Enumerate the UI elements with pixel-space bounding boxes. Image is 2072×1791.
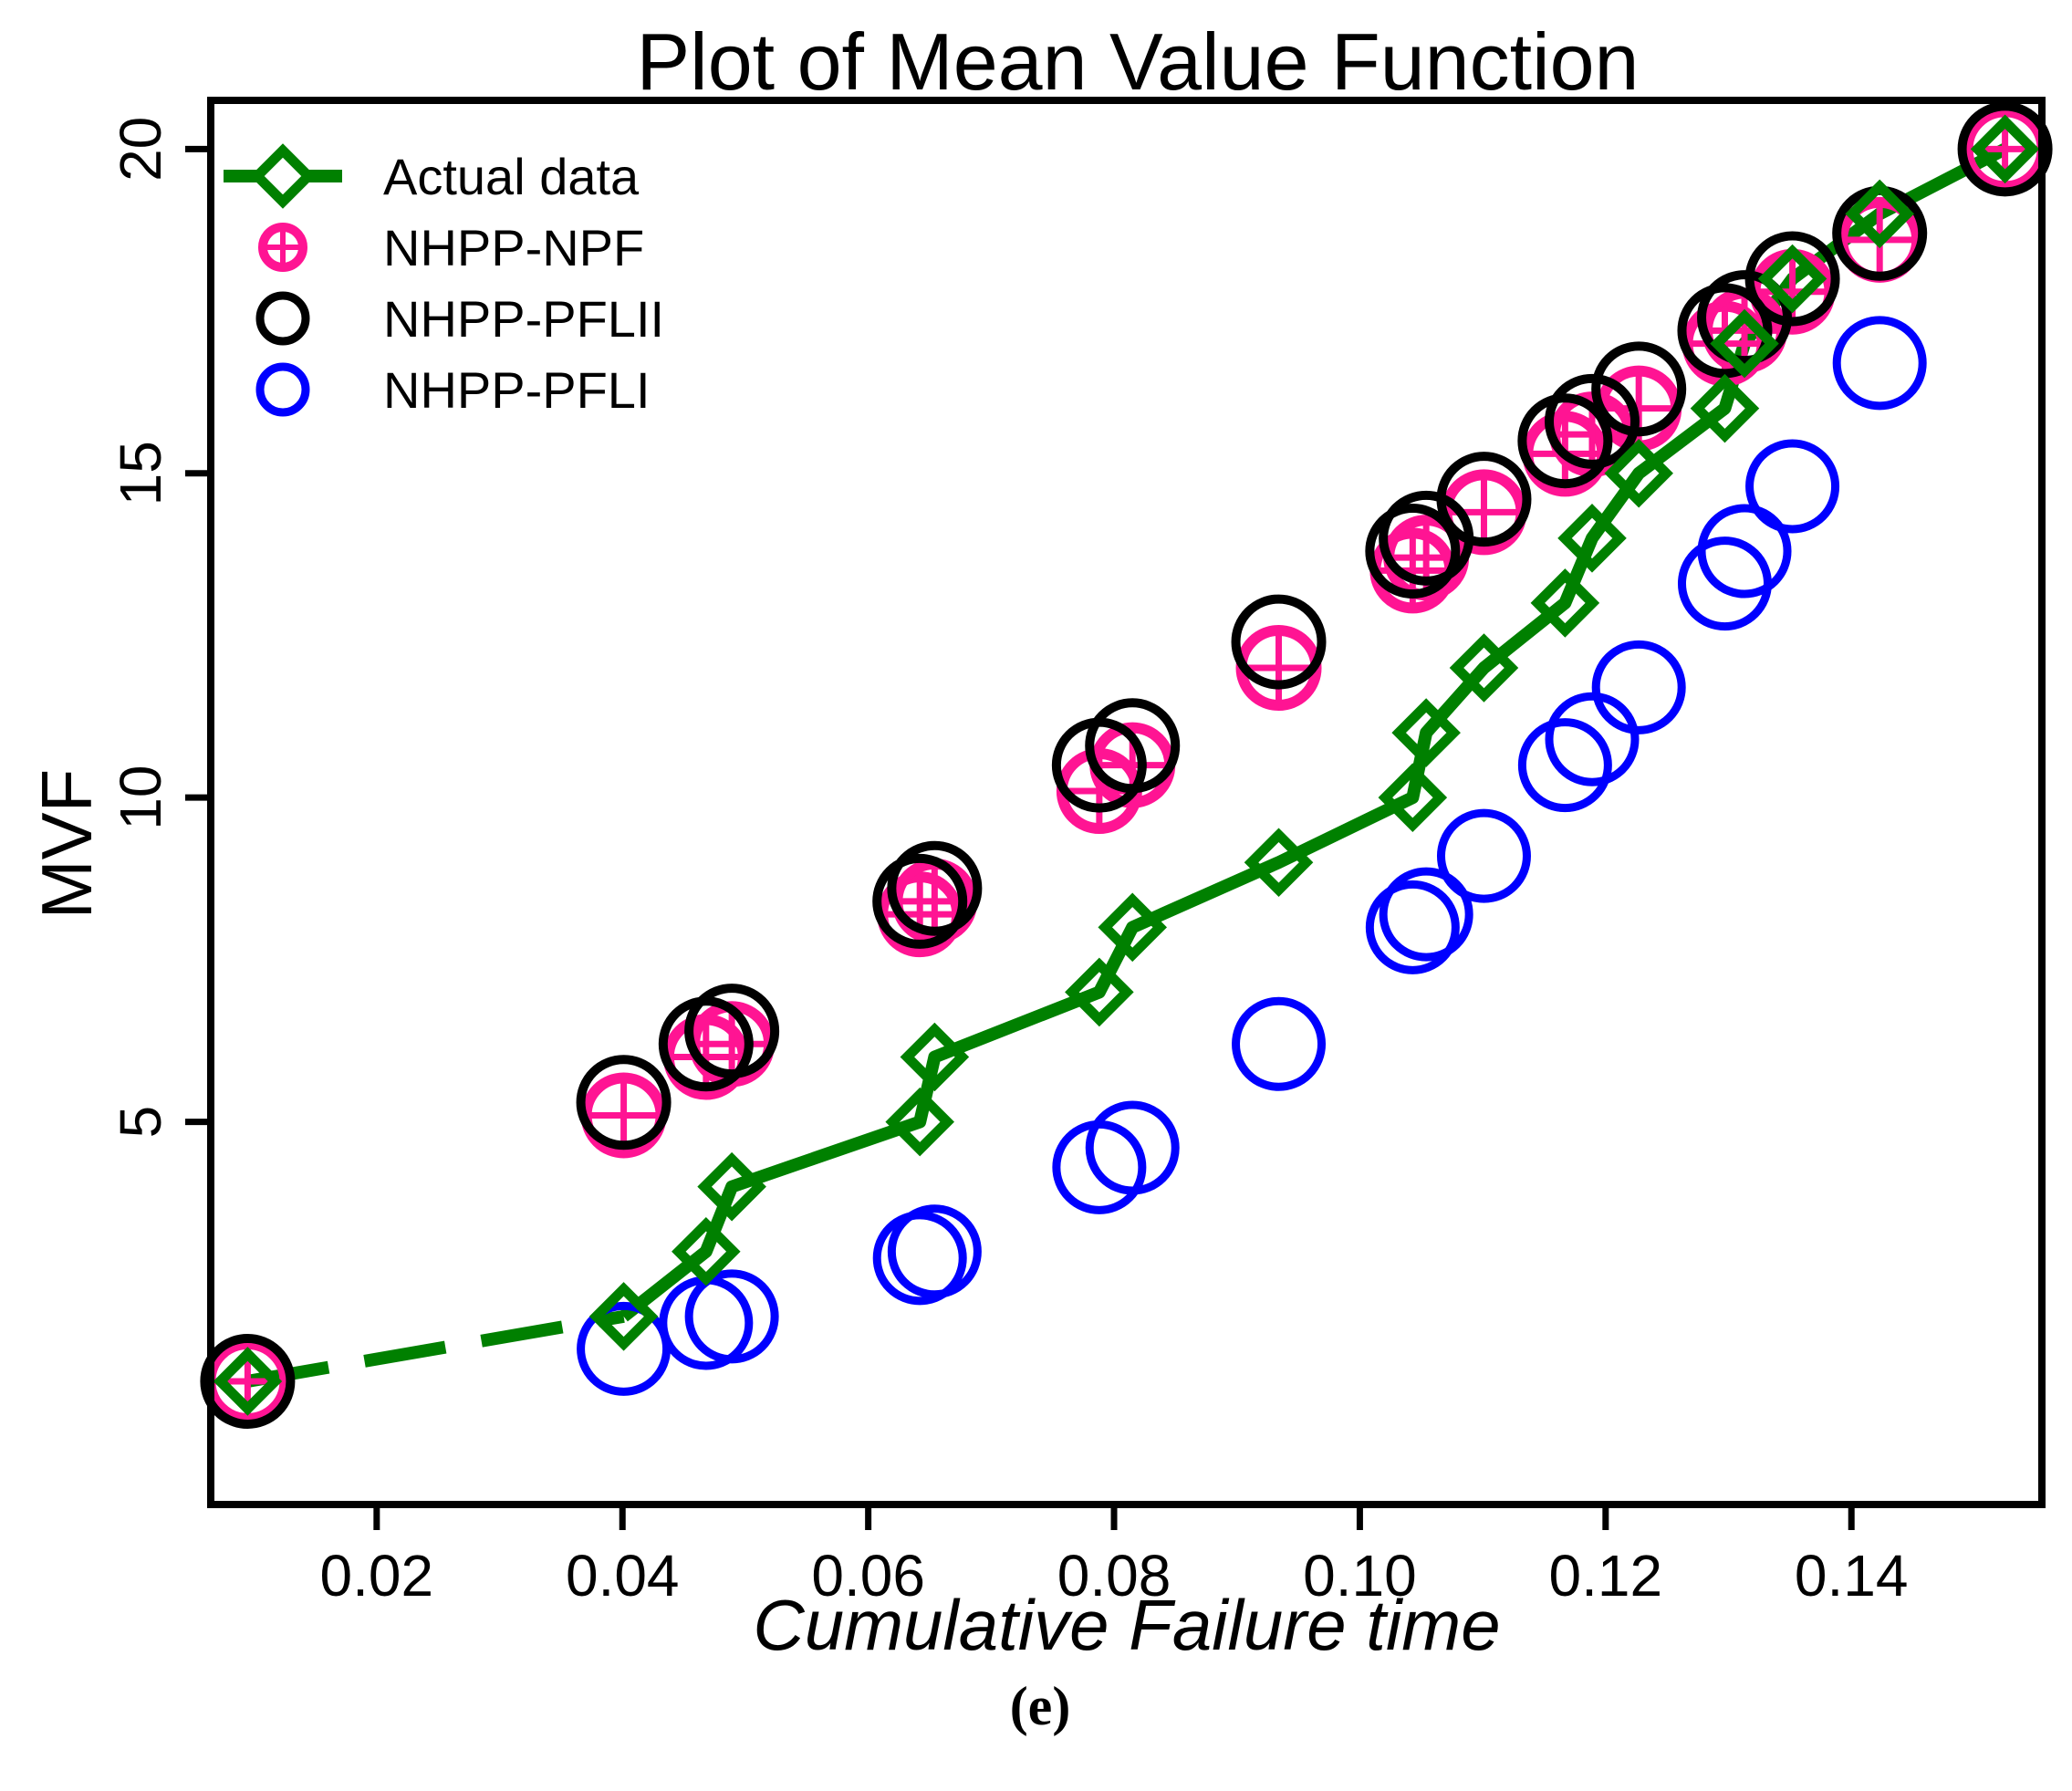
actual-data-point — [1604, 438, 1673, 508]
legend-label: NHPP-PFLII — [383, 290, 664, 348]
pflii-point — [1517, 393, 1613, 489]
actual-data-point — [1449, 633, 1519, 703]
x-tick-label: 0.02 — [320, 1543, 434, 1609]
actual-data-point — [1391, 698, 1461, 767]
pfli-point — [684, 1269, 779, 1364]
pfli-point — [1591, 640, 1686, 734]
actual-data-point — [1244, 828, 1314, 898]
actual-data-point — [213, 1347, 283, 1416]
actual-data-point — [1710, 308, 1779, 379]
legend-circle-swatch — [255, 291, 310, 346]
actual-data-point — [1757, 244, 1827, 314]
actual-data-point — [1098, 892, 1168, 963]
x-tick-label: 0.10 — [1303, 1543, 1417, 1609]
legend-item: Actual data — [224, 143, 640, 209]
legend-label: Actual data — [383, 148, 640, 205]
actual-data-point — [885, 1087, 954, 1157]
actual-data-point — [1690, 373, 1760, 443]
pfli-point — [1545, 692, 1640, 786]
x-tick-label: 0.04 — [566, 1543, 680, 1609]
pfli-point — [1517, 718, 1612, 813]
legend-label: NHPP-NPF — [383, 219, 644, 276]
x-tick-label: 0.14 — [1795, 1543, 1909, 1609]
actual-data-point — [1065, 957, 1134, 1027]
figure-caption: (e) — [1010, 1676, 1071, 1736]
pflii-point — [1085, 698, 1181, 794]
pflii-point — [576, 1055, 672, 1151]
plot-area — [200, 101, 2053, 1429]
pflii-point — [1744, 231, 1840, 327]
y-tick-label: 15 — [108, 441, 173, 505]
actual-data-point — [900, 1022, 970, 1092]
pfli-point — [1365, 880, 1460, 974]
pflii-point — [1957, 101, 2053, 197]
pflii-point — [684, 984, 780, 1079]
plot-frame — [207, 97, 2046, 1508]
pfli-point — [1832, 316, 1927, 411]
actual-data-point — [1530, 568, 1600, 638]
legend-label: NHPP-PFLI — [383, 361, 651, 419]
pflii-point — [1231, 594, 1327, 690]
actual-data-point — [697, 1151, 766, 1222]
actual-data-point — [672, 1216, 741, 1286]
actual-data-line-dashed — [246, 1309, 625, 1388]
pfli-point — [1697, 504, 1792, 599]
pfli-point — [1745, 439, 1840, 534]
y-axis-label: MVF — [26, 769, 107, 920]
pflii-point — [1365, 504, 1461, 599]
actual-data-point — [1970, 114, 2040, 184]
x-axis: 0.02 0.04 0.06 0.08 0.10 0.12 0.14 — [320, 1505, 1909, 1609]
pfli-point — [1052, 1119, 1147, 1214]
x-tick-label: 0.12 — [1549, 1543, 1663, 1609]
pflii-point — [1591, 341, 1687, 437]
legend-item: NHPP-PFLI — [255, 361, 651, 419]
x-tick-label: 0.08 — [1057, 1543, 1171, 1609]
legend: Actual data NHPP-NPF NHPP-PFLII NHPP-PFLI — [224, 143, 664, 419]
pflii-point — [887, 840, 983, 936]
chart-title: Plot of Mean Value Function — [636, 16, 1639, 107]
legend-item: NHPP-PFLII — [255, 290, 664, 348]
pfli-point — [1677, 536, 1772, 631]
pflii-point — [1545, 373, 1640, 469]
pfli-point — [1379, 867, 1473, 962]
legend-diamond-swatch — [250, 143, 316, 209]
pflii-point — [872, 853, 968, 949]
actual-data-point — [588, 1282, 659, 1351]
actual-data-point — [1378, 763, 1448, 832]
pflii-point — [1677, 283, 1773, 379]
y-tick-label: 20 — [108, 117, 173, 182]
pfli-point — [1232, 996, 1327, 1091]
x-tick-label: 0.06 — [811, 1543, 925, 1609]
y-tick-label: 10 — [108, 765, 173, 830]
pflii-point — [200, 1333, 296, 1429]
pfli-point — [887, 1204, 982, 1299]
actual-data-point — [1845, 179, 1914, 249]
actual-data-point — [1557, 504, 1627, 573]
pfli-point — [1085, 1100, 1180, 1195]
pflii-point — [1436, 452, 1532, 547]
legend-circle-swatch — [255, 362, 310, 417]
pfli-point — [577, 1301, 672, 1396]
y-axis: 5 10 15 20 — [108, 117, 211, 1139]
x-axis-label: Cumulative Failure time — [753, 1585, 1500, 1665]
legend-item: NHPP-NPF — [258, 219, 644, 276]
pfli-point — [1436, 808, 1531, 903]
y-tick-label: 5 — [108, 1106, 173, 1139]
npf-point — [1235, 624, 1322, 711]
